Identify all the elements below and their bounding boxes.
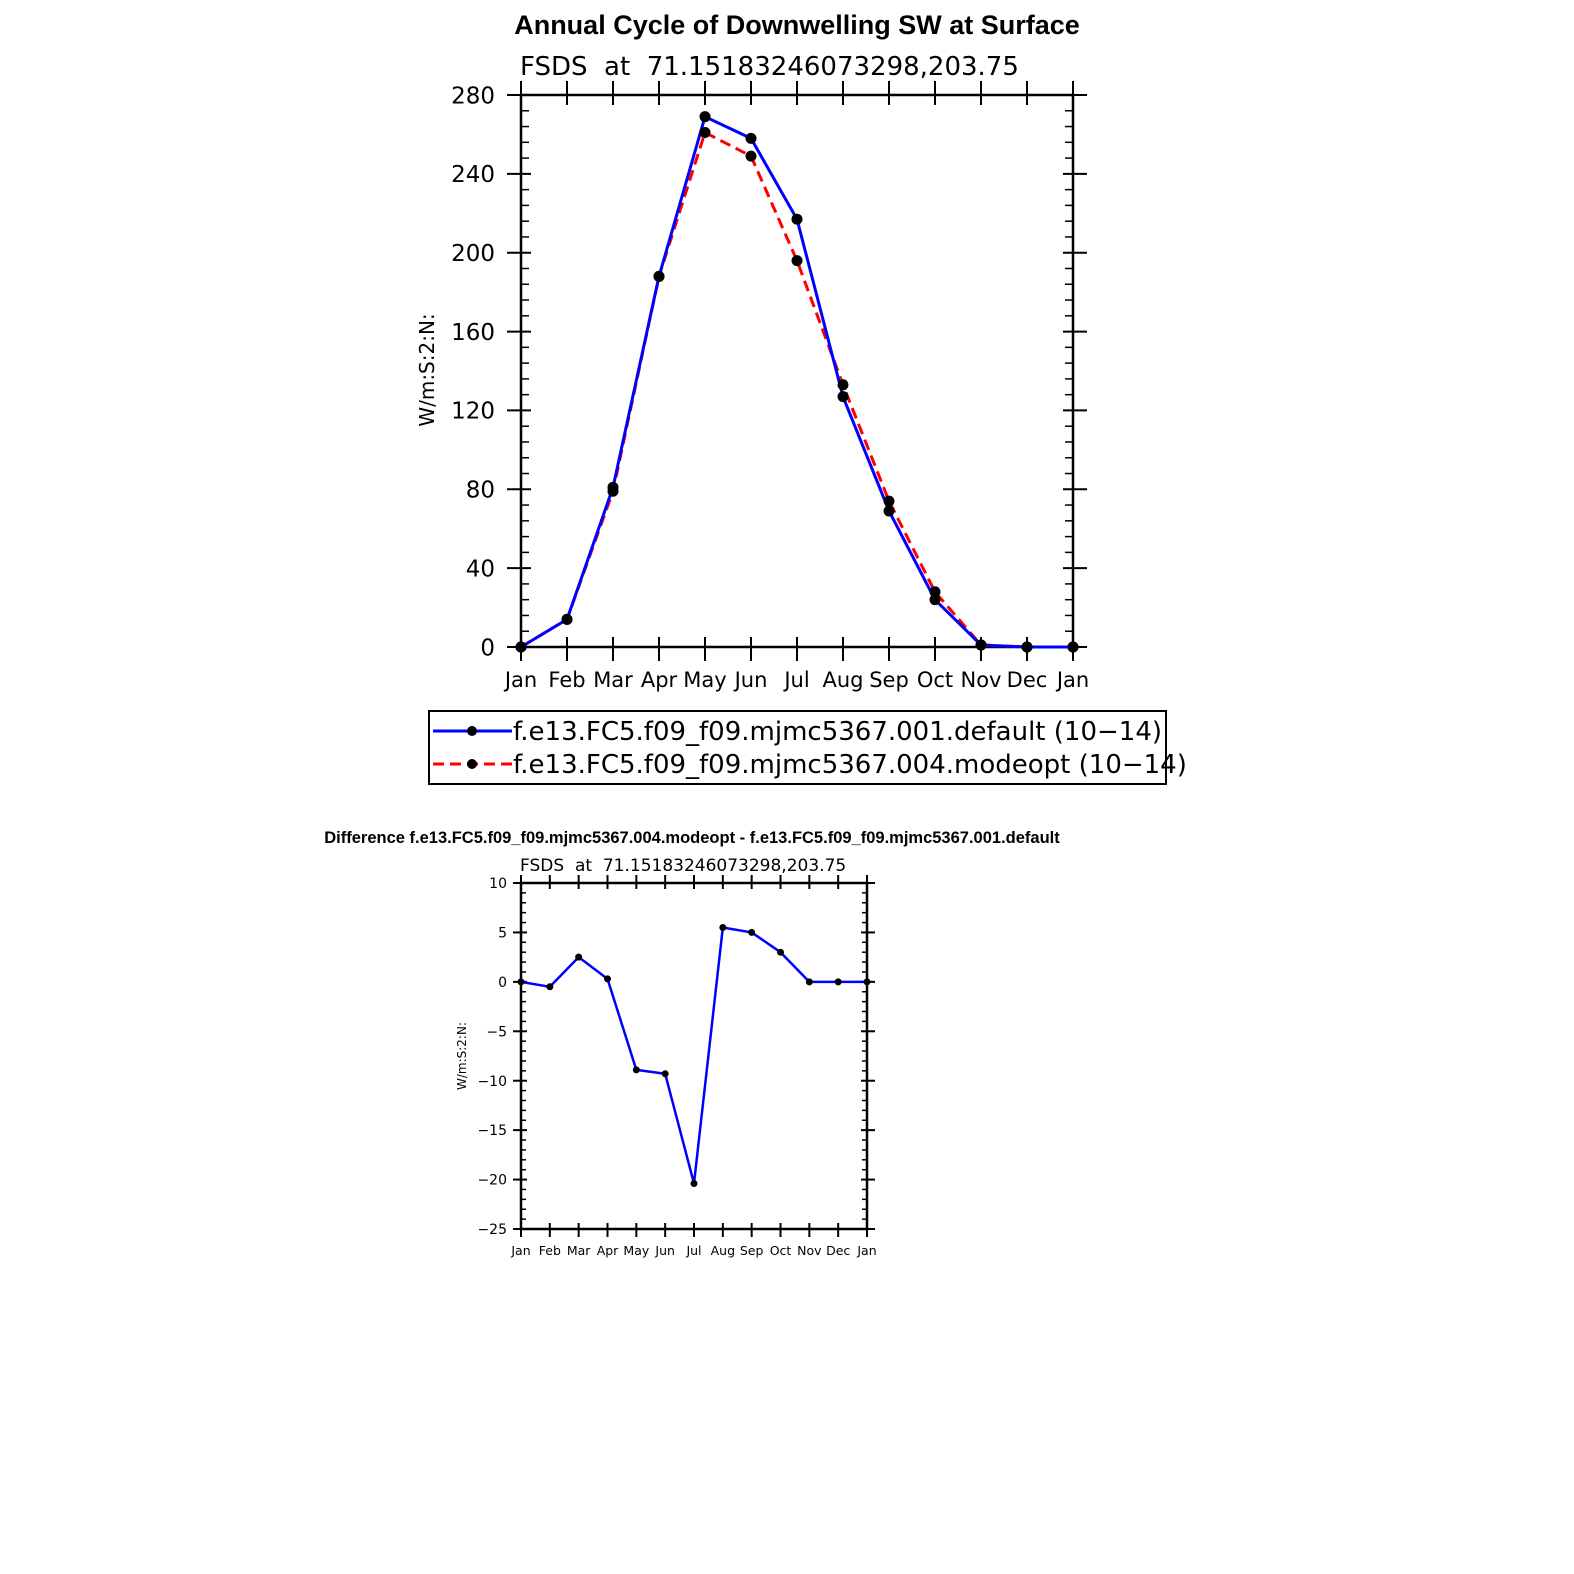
series-point-0	[517, 978, 525, 986]
series-point-0	[805, 978, 813, 986]
series-point-1	[561, 613, 573, 625]
series-point-1	[1021, 641, 1033, 653]
series-point-1	[883, 495, 895, 507]
series-point-1	[515, 641, 527, 653]
legend-label-default: f.e13.FC5.f09_f09.mjmc5367.001.default (…	[513, 717, 1162, 747]
chart2-title: Difference f.e13.FC5.f09_f09.mjmc5367.00…	[324, 829, 1060, 847]
y-tick-label: 80	[466, 478, 495, 504]
y-tick-label: 10	[489, 876, 507, 892]
series-point-0	[699, 111, 711, 123]
series-line-0	[520, 926, 867, 1185]
x-tick-label: Jan	[503, 668, 537, 692]
series-point-0	[791, 213, 803, 225]
y-tick-label: 160	[451, 320, 495, 346]
plot-frame	[519, 93, 1075, 649]
y-tick-label: −15	[477, 1123, 507, 1139]
chart2-subtitle: FSDS at 71.15183246073298,203.75	[520, 856, 846, 876]
y-tick-label: −5	[486, 1024, 507, 1040]
y-tick-label: 0	[498, 975, 507, 991]
series-point-1	[1067, 641, 1079, 653]
x-tick-label: May	[683, 668, 726, 692]
x-tick-label: Jun	[733, 668, 768, 692]
legend-marker-default	[467, 726, 477, 736]
chart1-legend: f.e13.FC5.f09_f09.mjmc5367.001.default (…	[428, 710, 1187, 785]
x-tick-label: Jul	[782, 668, 809, 692]
series-point-0	[690, 1180, 698, 1188]
series-point-0	[575, 953, 583, 961]
chart1-plot: Jan Feb Mar Apr May Jun Jul Aug Sep Oct Nov Dec Jan 0…	[451, 81, 1089, 692]
y-tick-label: −10	[477, 1074, 507, 1090]
y-tick-label: −20	[477, 1173, 507, 1189]
chart1-title: Annual Cycle of Downwelling SW at Surfac…	[514, 10, 1080, 40]
x-tick-label: Feb	[539, 1243, 561, 1258]
x-tick-label: Apr	[641, 668, 678, 692]
series-line-0	[520, 115, 1073, 649]
series-point-0	[719, 923, 727, 931]
legend-label-modeopt: f.e13.FC5.f09_f09.mjmc5367.004.modeopt (…	[513, 750, 1187, 780]
series-line-1	[520, 130, 1073, 649]
x-tick-label: Jan	[1055, 668, 1089, 692]
series-point-1	[975, 639, 987, 651]
series-point-0	[546, 983, 554, 991]
y-tick-label: 40	[466, 556, 495, 582]
x-tick-label: Sep	[740, 1243, 764, 1258]
x-tick-label: Apr	[597, 1243, 619, 1258]
y-tick-label: 0	[480, 635, 495, 661]
y-tick-label: −25	[477, 1222, 507, 1238]
series-point-0	[604, 975, 611, 983]
chart2-ylabel: W/m:S:2:N:	[455, 1022, 469, 1090]
y-tick-label: 5	[498, 925, 507, 941]
x-tick-label: Aug	[822, 668, 863, 692]
series-point-1	[607, 485, 619, 497]
x-tick-label: Jan	[856, 1243, 876, 1258]
series-point-0	[748, 928, 756, 936]
series-point-0	[632, 1066, 640, 1074]
x-tick-label: Feb	[548, 668, 585, 692]
x-tick-label: Dec	[1007, 668, 1048, 692]
x-tick-label: Jul	[685, 1243, 701, 1258]
series-point-0	[863, 978, 871, 986]
series-point-0	[883, 505, 895, 517]
x-tick-label: Jan	[510, 1243, 530, 1258]
x-tick-label: Dec	[826, 1243, 850, 1258]
x-tick-label: Aug	[711, 1243, 735, 1258]
series-point-0	[745, 132, 757, 144]
series-point-0	[929, 594, 941, 606]
series-point-0	[834, 978, 842, 986]
series-point-1	[745, 150, 757, 162]
x-tick-label: Jun	[654, 1243, 675, 1258]
chart2-plot: Jan Feb Mar Apr May Jun Jul Aug Sep Oct Nov Dec Jan−…	[477, 875, 877, 1258]
x-tick-label: Oct	[770, 1243, 792, 1258]
y-tick-label: 280	[451, 83, 495, 109]
series-point-1	[929, 586, 941, 598]
chart1-subtitle: FSDS at 71.15183246073298,203.75	[520, 52, 1019, 82]
x-tick-label: Mar	[567, 1243, 591, 1258]
y-tick-label: 200	[451, 241, 495, 267]
series-point-0	[777, 948, 784, 956]
x-tick-label: Oct	[917, 668, 953, 692]
chart1-ylabel: W/m:S:2:N:	[415, 313, 439, 426]
legend-box	[428, 710, 1167, 785]
legend-marker-modeopt	[467, 759, 477, 769]
series-point-0	[837, 391, 849, 403]
y-tick-label: 120	[451, 399, 495, 425]
series-point-1	[791, 255, 803, 267]
x-tick-label: May	[623, 1243, 649, 1258]
series-point-1	[699, 126, 711, 138]
series-point-1	[837, 379, 849, 391]
y-tick-label: 240	[451, 162, 495, 188]
x-tick-label: Sep	[869, 668, 909, 692]
x-tick-label: Nov	[797, 1243, 822, 1258]
series-point-1	[653, 270, 665, 282]
x-tick-label: Mar	[593, 668, 633, 692]
x-tick-label: Nov	[961, 668, 1002, 692]
series-point-0	[661, 1070, 669, 1078]
